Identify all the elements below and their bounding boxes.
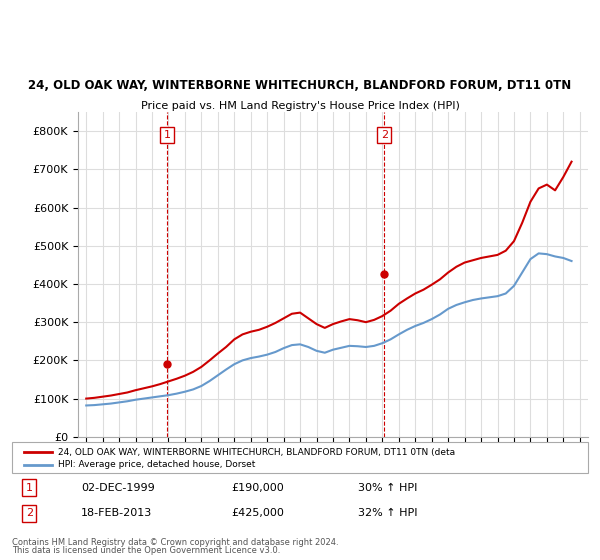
Text: 32% ↑ HPI: 32% ↑ HPI bbox=[358, 508, 417, 518]
Text: HPI: Average price, detached house, Dorset: HPI: Average price, detached house, Dors… bbox=[58, 460, 256, 469]
Text: 02-DEC-1999: 02-DEC-1999 bbox=[81, 483, 155, 493]
Text: £190,000: £190,000 bbox=[231, 483, 284, 493]
Text: This data is licensed under the Open Government Licence v3.0.: This data is licensed under the Open Gov… bbox=[12, 546, 280, 555]
Text: 24, OLD OAK WAY, WINTERBORNE WHITECHURCH, BLANDFORD FORUM, DT11 0TN: 24, OLD OAK WAY, WINTERBORNE WHITECHURCH… bbox=[28, 80, 572, 92]
Text: 30% ↑ HPI: 30% ↑ HPI bbox=[358, 483, 417, 493]
Text: Price paid vs. HM Land Registry's House Price Index (HPI): Price paid vs. HM Land Registry's House … bbox=[140, 101, 460, 111]
FancyBboxPatch shape bbox=[12, 442, 588, 473]
Text: 1: 1 bbox=[164, 130, 170, 140]
Text: 2: 2 bbox=[381, 130, 388, 140]
Text: Contains HM Land Registry data © Crown copyright and database right 2024.: Contains HM Land Registry data © Crown c… bbox=[12, 538, 338, 547]
Text: £425,000: £425,000 bbox=[231, 508, 284, 518]
Text: 2: 2 bbox=[26, 508, 33, 518]
Text: 24, OLD OAK WAY, WINTERBORNE WHITECHURCH, BLANDFORD FORUM, DT11 0TN (deta: 24, OLD OAK WAY, WINTERBORNE WHITECHURCH… bbox=[58, 448, 455, 457]
Text: 1: 1 bbox=[26, 483, 33, 493]
Text: 18-FEB-2013: 18-FEB-2013 bbox=[81, 508, 152, 518]
